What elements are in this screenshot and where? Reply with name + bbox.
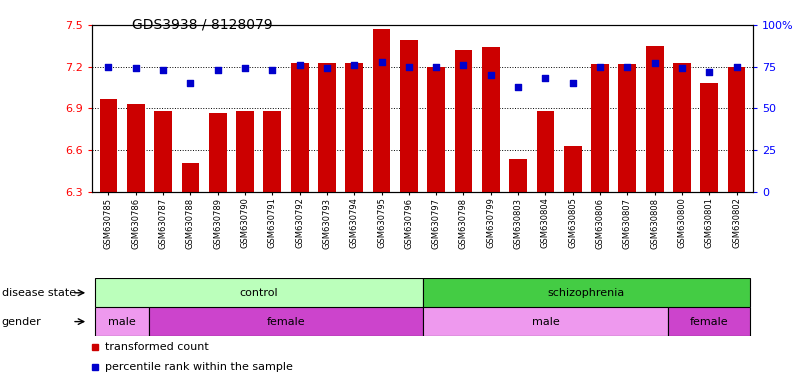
Bar [482, 47, 500, 192]
Point [157, 67, 170, 73]
Text: male: male [108, 316, 136, 327]
Bar [646, 46, 663, 192]
Bar [127, 104, 145, 192]
Point [239, 65, 252, 71]
Bar [591, 64, 609, 192]
Bar [727, 67, 746, 192]
Text: female: female [267, 316, 305, 327]
Text: transformed count: transformed count [106, 342, 209, 352]
Bar [564, 146, 582, 192]
Text: female: female [690, 316, 729, 327]
Text: GDS3938 / 8128079: GDS3938 / 8128079 [132, 17, 273, 31]
Point [539, 75, 552, 81]
Point [566, 80, 579, 86]
Bar [427, 67, 445, 192]
Point [402, 64, 415, 70]
Bar [372, 29, 390, 192]
Bar [236, 111, 254, 192]
Point [457, 62, 470, 68]
Bar [700, 83, 718, 192]
Point [266, 67, 279, 73]
Point [320, 65, 333, 71]
Text: control: control [239, 288, 278, 298]
Text: male: male [532, 316, 559, 327]
Bar [668, 307, 751, 336]
Text: schizophrenia: schizophrenia [548, 288, 625, 298]
Point [702, 69, 715, 75]
Point [211, 67, 224, 73]
Bar [95, 307, 150, 336]
Bar [673, 63, 690, 192]
Bar [422, 278, 751, 307]
Text: gender: gender [2, 316, 42, 327]
Bar [99, 99, 118, 192]
Bar [264, 111, 281, 192]
Point [648, 60, 661, 66]
Bar [345, 63, 363, 192]
Point [485, 72, 497, 78]
Point [293, 62, 306, 68]
Point [594, 64, 606, 70]
Bar [95, 278, 422, 307]
Bar [509, 159, 527, 192]
Point [375, 59, 388, 65]
Bar [182, 163, 199, 192]
Point [731, 64, 743, 70]
Bar [618, 64, 636, 192]
Bar [150, 307, 422, 336]
Point [348, 62, 360, 68]
Point [102, 64, 115, 70]
Bar [455, 50, 473, 192]
Point [675, 65, 688, 71]
Point [621, 64, 634, 70]
Point [512, 84, 525, 90]
Point [184, 80, 197, 86]
Bar [422, 307, 668, 336]
Bar [209, 113, 227, 192]
Bar [155, 111, 172, 192]
Bar [291, 63, 308, 192]
Text: percentile rank within the sample: percentile rank within the sample [106, 362, 293, 372]
Text: disease state: disease state [2, 288, 76, 298]
Point [130, 65, 143, 71]
Point [430, 64, 443, 70]
Bar [400, 40, 418, 192]
Bar [318, 63, 336, 192]
Bar [537, 111, 554, 192]
